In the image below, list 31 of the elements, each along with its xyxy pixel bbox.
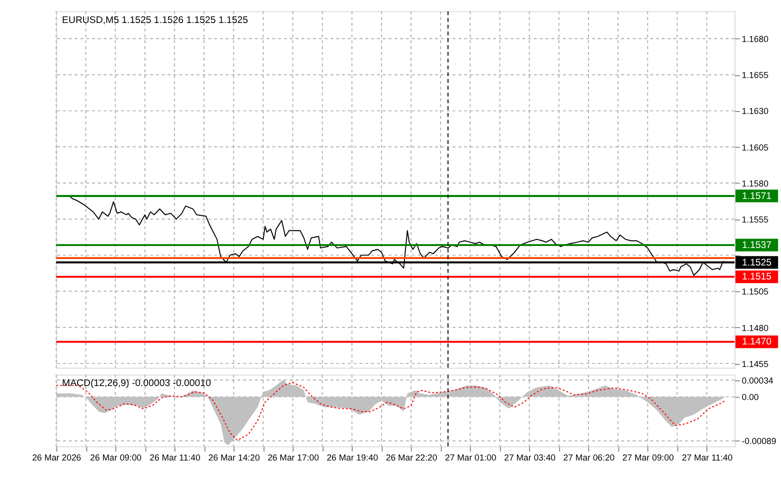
x-tick-label: 26 Mar 11:40 bbox=[150, 452, 200, 462]
y-tick-label: 1.1655 bbox=[742, 70, 769, 80]
y-tick-label: 0.00034 bbox=[742, 375, 774, 386]
x-tick-label: 26 Mar 09:00 bbox=[90, 452, 142, 462]
ref-line-label: 1.1515 bbox=[742, 272, 772, 283]
y-tick-label: 1.1680 bbox=[742, 34, 769, 44]
x-tick-label: 27 Mar 01:00 bbox=[444, 452, 497, 462]
y-tick-label: 1.1555 bbox=[742, 214, 769, 224]
y-tick-label: -0.00089 bbox=[742, 436, 776, 446]
ref-line-label: 1.1470 bbox=[742, 336, 772, 348]
ref-line-label: 1.1537 bbox=[742, 240, 772, 251]
y-tick-label: 1.1455 bbox=[742, 358, 769, 369]
x-tick-label: 27 Mar 06:20 bbox=[563, 452, 615, 462]
x-tick-label: 27 Mar 09:00 bbox=[622, 452, 674, 462]
x-tick-label: 26 Mar 17:00 bbox=[268, 452, 320, 462]
x-tick-label: 26 Mar 14:20 bbox=[208, 452, 260, 462]
ref-line-label: 1.1571 bbox=[742, 190, 772, 202]
y-tick-label: 1.1480 bbox=[742, 322, 769, 333]
y-tick-label: 0.00 bbox=[742, 392, 759, 402]
y-tick-label: 1.1630 bbox=[742, 106, 769, 116]
x-tick-label: 26 Mar 2026 bbox=[32, 452, 82, 462]
chart-title: EURUSD,M5 1.1525 1.1526 1.1525 1.1525 bbox=[62, 14, 248, 26]
y-tick-label: 1.1605 bbox=[742, 142, 769, 152]
x-tick-label: 26 Mar 19:40 bbox=[326, 452, 378, 462]
x-tick-label: 27 Mar 11:40 bbox=[682, 452, 733, 462]
ref-line-label: 1.1525 bbox=[742, 257, 772, 268]
y-tick-label: 1.1505 bbox=[742, 286, 769, 297]
x-tick-label: 26 Mar 22:20 bbox=[386, 452, 438, 462]
chart-title: MACD(12,26,9) -0.00003 -0.00010 bbox=[62, 378, 211, 390]
x-tick-label: 27 Mar 03:40 bbox=[504, 452, 556, 462]
y-tick-label: 1.1580 bbox=[742, 178, 769, 188]
